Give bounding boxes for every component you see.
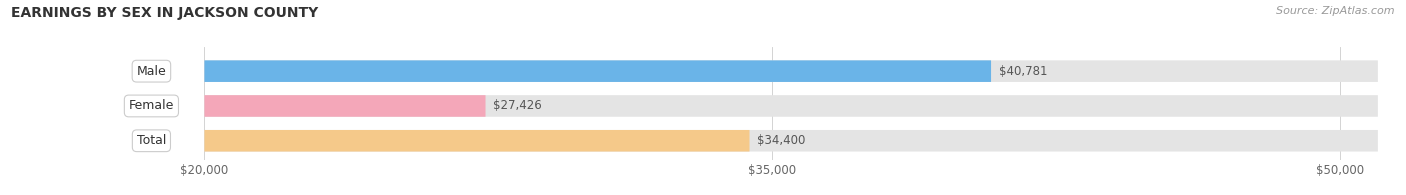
Text: Male: Male — [136, 65, 166, 78]
FancyBboxPatch shape — [204, 130, 1378, 152]
Text: EARNINGS BY SEX IN JACKSON COUNTY: EARNINGS BY SEX IN JACKSON COUNTY — [11, 6, 319, 20]
FancyBboxPatch shape — [204, 60, 1378, 82]
FancyBboxPatch shape — [204, 95, 485, 117]
Text: $27,426: $27,426 — [494, 99, 541, 113]
Text: Source: ZipAtlas.com: Source: ZipAtlas.com — [1277, 6, 1395, 16]
FancyBboxPatch shape — [204, 95, 1378, 117]
FancyBboxPatch shape — [204, 60, 991, 82]
Text: $40,781: $40,781 — [998, 65, 1047, 78]
Text: Total: Total — [136, 134, 166, 147]
Text: $34,400: $34,400 — [756, 134, 806, 147]
FancyBboxPatch shape — [204, 130, 749, 152]
Text: Female: Female — [129, 99, 174, 113]
